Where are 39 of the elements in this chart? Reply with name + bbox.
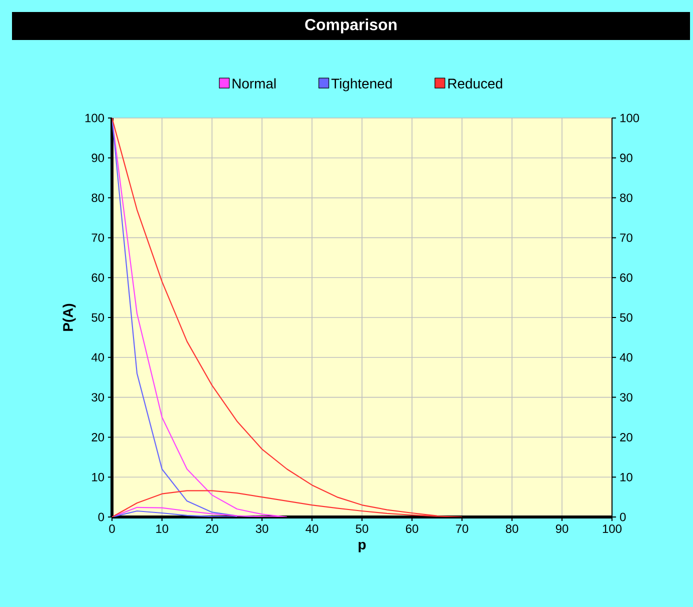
x-tick-label: 50: [356, 524, 368, 533]
y2-tick-label: 0: [620, 512, 626, 522]
x-tick-label: 60: [406, 524, 418, 533]
legend-label: Reduced: [448, 78, 502, 89]
x-tick-label: 0: [109, 524, 115, 533]
y-tick-label: 90: [92, 154, 104, 162]
y-tick-label: 30: [92, 393, 104, 402]
x-tick-label: 40: [306, 524, 318, 533]
y-tick-label: 0: [98, 512, 104, 522]
y2-tick-label: 100: [620, 114, 640, 122]
y-tick-label: 50: [92, 313, 104, 322]
y-tick-label: 70: [92, 233, 104, 242]
y-tick-label: 10: [92, 472, 104, 482]
legend-label: Tightened: [331, 78, 392, 92]
y-tick-label: 100: [85, 114, 104, 122]
x-tick-label: 90: [556, 524, 568, 533]
x-tick-label: 80: [506, 524, 518, 533]
y2-tick-label: 60: [620, 273, 632, 282]
x-tick-label: 30: [256, 524, 268, 533]
y-tick-label: 80: [92, 194, 104, 202]
y2-tick-label: 90: [620, 154, 632, 162]
y2-tick-label: 70: [620, 233, 632, 242]
x-axis-title: p: [358, 542, 366, 552]
y-tick-label: 40: [91, 353, 104, 362]
y-tick-label: 20: [92, 432, 104, 442]
x-tick-label: 10: [156, 524, 168, 533]
y2-tick-label: 10: [620, 472, 632, 482]
y2-tick-label: 80: [620, 194, 632, 202]
y2-tick-label: 30: [620, 393, 632, 402]
legend-label: Normal: [232, 78, 276, 89]
y-tick-label: 60: [92, 273, 104, 282]
y2-tick-label: 50: [620, 313, 632, 322]
y2-tick-label: 40: [620, 353, 632, 362]
x-tick-label: 70: [456, 524, 468, 533]
y-axis-title: P(A): [62, 304, 76, 331]
x-tick-label: 100: [602, 524, 622, 533]
y2-tick-label: 20: [620, 432, 632, 442]
x-tick-label: 20: [206, 524, 218, 533]
chart-title: Comparison: [305, 18, 397, 34]
